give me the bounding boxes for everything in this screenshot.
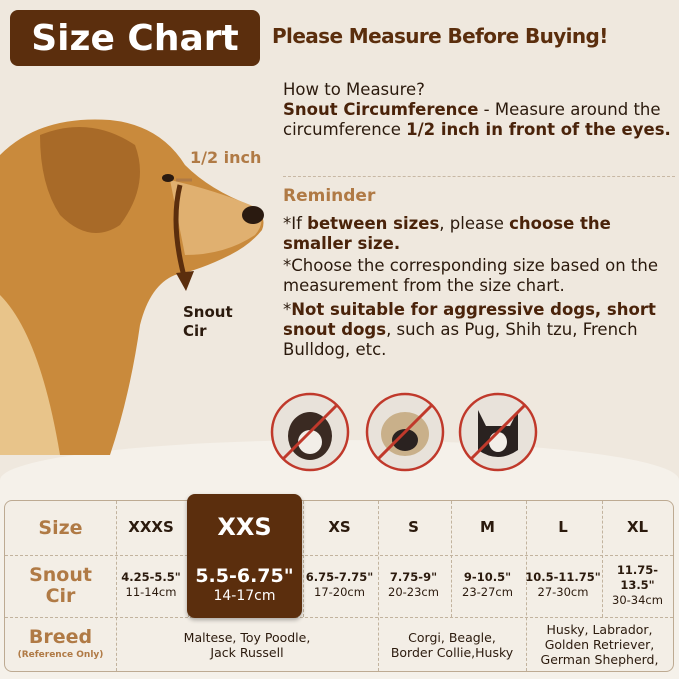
french-bulldog-no-icon xyxy=(458,392,538,472)
t: Jack Russell xyxy=(210,644,284,660)
size-M: M xyxy=(480,517,495,536)
inch-value: 9-10.5" xyxy=(463,570,512,584)
breed-cell: Maltese, Toy Poodle, Jack Russell xyxy=(116,617,378,672)
col-divider xyxy=(116,501,117,671)
snout-cell-XXXS: 4.25-5.5" 11-14cm xyxy=(115,554,187,616)
inch-value: 4.25-5.5" xyxy=(121,570,181,584)
highlighted-size-box xyxy=(187,494,302,618)
inch-value: 5.5-6.75" xyxy=(195,565,294,587)
cm-value: 27-30cm xyxy=(537,585,589,599)
size-XL: XL xyxy=(626,517,649,536)
size-columns: XXXS 4.25-5.5" 11-14cm XXS 5.5-6.75" 14-17cm X… xyxy=(4,500,674,617)
t: Maltese, Toy Poodle, xyxy=(183,629,311,645)
t: * xyxy=(283,300,292,319)
headline: Please Measure Before Buying! xyxy=(272,24,608,48)
size-L: L xyxy=(558,517,568,536)
reminder-1: *If between sizes, please choose the sma… xyxy=(283,214,675,254)
snout-cell-M: 9-10.5" 23-27cm xyxy=(450,554,525,616)
t: , please xyxy=(439,214,510,233)
snout-cell-XXS: 5.5-6.75" 14-17cm xyxy=(187,554,302,616)
size-table: Size Snout Cir Breed (Reference Only) Malt… xyxy=(4,500,674,672)
size-XXXS: XXXS xyxy=(128,517,174,536)
t: Husky, Labrador, xyxy=(546,622,653,637)
pug-no-icon xyxy=(365,392,445,472)
reminder-heading: Reminder xyxy=(283,186,376,206)
shih-tzu-no-icon xyxy=(270,392,350,472)
t: . xyxy=(393,234,401,253)
col-divider xyxy=(303,501,304,617)
col-divider xyxy=(378,501,379,671)
col-divider xyxy=(526,501,527,671)
snout-cell-XS: 6.75-7.75" 17-20cm xyxy=(302,554,377,616)
snout-row-label: Snout Cir xyxy=(5,555,116,617)
t: Cir xyxy=(45,585,76,607)
t: Not suitable for aggressive dogs, short … xyxy=(283,300,656,339)
breed-cell: Corgi, Beagle, Border Collie,Husky xyxy=(378,617,526,672)
t: Breed xyxy=(28,625,93,648)
size-XS: XS xyxy=(328,517,351,536)
size-XXS: XXS xyxy=(217,512,272,541)
snout-label-line2: Cir xyxy=(183,322,207,340)
t: Golden Retriever, xyxy=(544,637,655,652)
col-divider xyxy=(451,501,452,617)
reminder-2: *Choose the corresponding size based on … xyxy=(283,256,658,295)
size-chart-title: Size Chart xyxy=(10,10,260,66)
t: choose the smaller size xyxy=(283,214,611,253)
t: Snout xyxy=(29,564,92,586)
t: Border Collie,Husky xyxy=(390,644,514,660)
inch-value: 11.75-13.5" xyxy=(616,562,659,592)
snout-cir-label: Snout Cir xyxy=(183,303,233,341)
emph: 1/2 inch in front of the eyes. xyxy=(406,120,671,139)
t: German Shepherd, xyxy=(540,652,659,667)
size-row-label: Size xyxy=(38,516,83,539)
size-S: S xyxy=(408,517,419,536)
snout-cell-XL: 11.75-13.5" 30-34cm xyxy=(601,554,674,616)
snout-cell-S: 7.75-9" 20-23cm xyxy=(377,554,450,616)
breed-row-label: Breed (Reference Only) xyxy=(5,617,116,672)
not-suitable-dogs xyxy=(270,392,538,472)
t: *If xyxy=(283,214,308,233)
half-inch-label: 1/2 inch xyxy=(190,148,262,167)
snout-label-line1: Snout xyxy=(183,303,233,321)
divider xyxy=(283,176,675,177)
reminder-3: *Not suitable for aggressive dogs, short… xyxy=(283,300,675,360)
cm-value: 14-17cm xyxy=(213,588,276,604)
how-to-measure: How to Measure? Snout Circumference - Me… xyxy=(283,80,675,140)
t: , such as Pug, Shih tzu, French Bulldog,… xyxy=(283,320,638,359)
cm-value: 23-27cm xyxy=(462,585,513,599)
cm-value: 11-14cm xyxy=(125,585,177,599)
inch-value: 6.75-7.75" xyxy=(305,570,374,584)
dog-illustration xyxy=(0,119,264,455)
cm-value: 30-34cm xyxy=(612,592,663,607)
t: (Reference Only) xyxy=(17,649,104,660)
term: Snout Circumference xyxy=(283,100,479,119)
t: Corgi, Beagle, xyxy=(408,629,496,645)
row-divider xyxy=(5,617,673,618)
row-divider xyxy=(5,555,673,556)
cm-value: 17-20cm xyxy=(314,585,365,599)
breed-cell: Husky, Labrador, Golden Retriever, German … xyxy=(526,617,673,672)
cm-value: 20-23cm xyxy=(388,585,439,599)
inch-value: 7.75-9" xyxy=(389,570,438,584)
t: between sizes xyxy=(307,214,440,233)
inch-value: 10.5-11.75" xyxy=(525,570,601,584)
desc: - Measure around the circumference xyxy=(283,100,661,139)
how-to-heading: How to Measure? xyxy=(283,80,425,99)
reminder-list: *If between sizes, please choose the sma… xyxy=(283,214,675,360)
snout-cell-L: 10.5-11.75" 27-30cm xyxy=(525,554,601,616)
col-divider xyxy=(602,501,603,617)
